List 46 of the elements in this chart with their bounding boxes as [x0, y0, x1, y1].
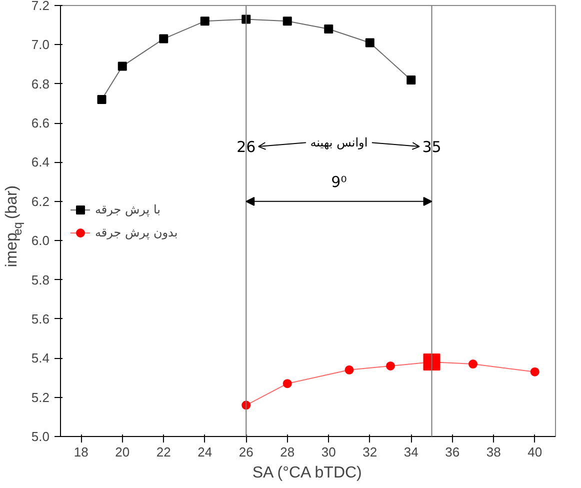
x-tick-label: 40: [528, 444, 542, 460]
x-tick-label: 32: [362, 444, 378, 460]
y-tick-label: 5.4: [31, 350, 50, 366]
x-tick-label: 18: [74, 444, 88, 460]
x-tick-label: 36: [445, 444, 460, 460]
point: [324, 24, 334, 34]
point: [282, 379, 292, 388]
y-tick-label: 5.2: [31, 390, 50, 405]
point: [200, 16, 210, 26]
x-tick-label: 22: [156, 444, 171, 460]
y-tick-label: 6.8: [31, 76, 50, 92]
y-tick-label: 5.6: [31, 311, 50, 326]
point: [530, 367, 540, 376]
legend-label: بدون پرش جرقه: [95, 225, 178, 239]
x-tick-label: 38: [486, 444, 501, 460]
y-tick-label: 6.0: [31, 233, 50, 248]
y-tick-label: 5.0: [31, 429, 50, 444]
y-tick-label: 5.8: [31, 272, 50, 288]
point: [423, 354, 440, 371]
x-tick-label: 34: [404, 444, 418, 460]
y-tick-label: 6.4: [31, 154, 50, 170]
y-tick-label: 6.2: [31, 194, 50, 209]
point: [365, 38, 374, 48]
x-tick-label: 28: [280, 444, 295, 460]
y-tick-label: 7.0: [31, 37, 50, 52]
y-tick-label: 6.6: [31, 116, 50, 131]
point: [468, 360, 478, 369]
point: [406, 75, 416, 84]
y-tick-label: 7.2: [31, 0, 50, 13]
x-tick-label: 26: [238, 444, 254, 460]
x-axis-title: SA (°CA bTDC): [252, 464, 362, 482]
point: [282, 16, 292, 26]
x-tick-label: 24: [198, 444, 212, 460]
annotation: 26: [236, 138, 256, 156]
point: [386, 361, 395, 370]
point: [159, 34, 168, 44]
point: [97, 95, 106, 104]
annotation: 35: [422, 138, 442, 156]
x-tick-label: 30: [321, 444, 336, 460]
x-tick-label: 20: [115, 444, 130, 460]
annotation: اوانس بهینه: [310, 136, 368, 150]
annotation: 9⁰: [331, 172, 347, 191]
point: [344, 365, 354, 374]
legend-label: با پرش جرقه: [95, 202, 160, 216]
point: [118, 62, 127, 71]
y-axis-title: imepeq (bar): [4, 185, 24, 268]
